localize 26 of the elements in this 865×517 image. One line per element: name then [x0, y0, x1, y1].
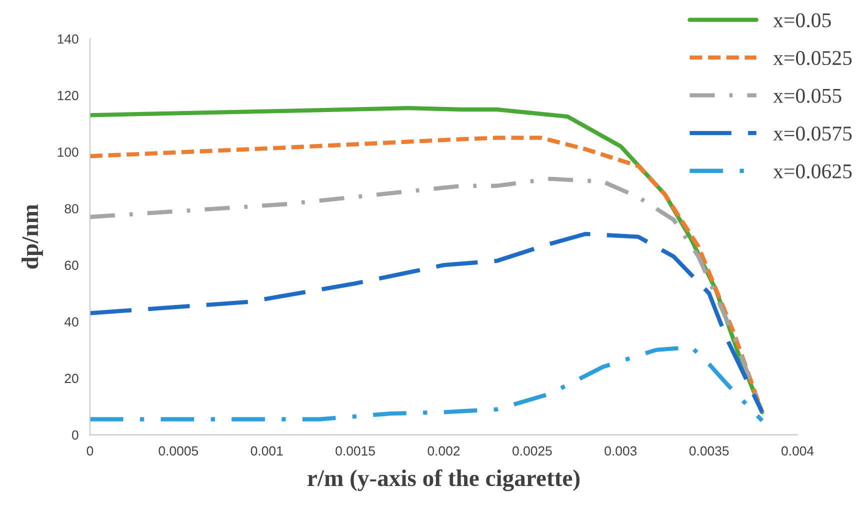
- x-tick-label: 0.002: [428, 446, 460, 456]
- y-tick-label: 40: [64, 317, 78, 327]
- y-tick-label: 20: [64, 374, 78, 384]
- line-series: [90, 232, 764, 414]
- legend-label: x=0.0625: [773, 164, 852, 178]
- legend-label: x=0.0575: [773, 126, 852, 141]
- y-tick-label: 60: [64, 260, 78, 270]
- x-tick-label: 0.0025: [512, 446, 552, 456]
- y-tick-label: 80: [64, 204, 78, 214]
- y-tick-label: 100: [58, 147, 78, 157]
- x-tick-label: 0.0005: [158, 446, 198, 456]
- legend-label: x=0.05: [773, 13, 831, 28]
- y-tick-label: 120: [58, 90, 78, 100]
- x-tick-label: 0.0035: [689, 446, 729, 456]
- x-tick-label: 0: [86, 446, 94, 456]
- legend-label: x=0.0525: [773, 51, 852, 66]
- y-axis-title: dp/nm: [22, 204, 43, 269]
- x-tick-label: 0.004: [782, 446, 814, 456]
- y-tick-label: 0: [72, 430, 78, 440]
- x-axis-title: r/m (y-axis of the cigarette): [308, 469, 580, 492]
- y-tick-label: 140: [58, 34, 78, 44]
- legend-label: x=0.055: [773, 88, 842, 103]
- x-tick-label: 0.003: [604, 446, 637, 456]
- x-tick-label: 0.001: [250, 446, 283, 456]
- x-tick-label: 0.0015: [336, 446, 375, 456]
- line-series: [90, 345, 764, 423]
